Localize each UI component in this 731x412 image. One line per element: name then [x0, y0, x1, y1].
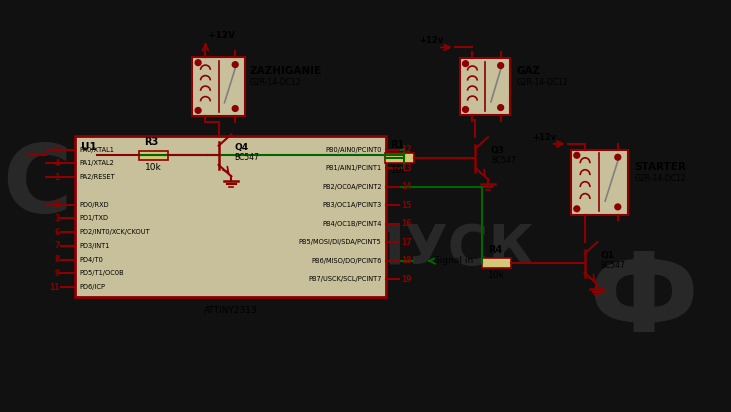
Text: BC547: BC547 — [600, 261, 625, 269]
Text: BC547: BC547 — [234, 153, 259, 162]
Circle shape — [232, 105, 238, 111]
Text: BC547: BC547 — [491, 156, 516, 164]
Text: PB4/OC1B/PCINT4: PB4/OC1B/PCINT4 — [322, 221, 382, 227]
Circle shape — [463, 61, 469, 66]
Circle shape — [574, 152, 580, 158]
Text: PB1/AIN1/PCINT1: PB1/AIN1/PCINT1 — [325, 165, 382, 171]
Text: Q1: Q1 — [600, 251, 614, 260]
Text: PD2/INT0/XCK/CKOUT: PD2/INT0/XCK/CKOUT — [79, 229, 150, 235]
Text: ATTINY2313: ATTINY2313 — [203, 306, 257, 315]
Circle shape — [615, 154, 621, 160]
Text: PA1/XTAL2: PA1/XTAL2 — [79, 160, 114, 166]
Text: PB0/AIN0/PCINT0: PB0/AIN0/PCINT0 — [325, 147, 382, 152]
Circle shape — [498, 105, 504, 110]
Text: PD5/T1/OC0B: PD5/T1/OC0B — [79, 270, 124, 276]
Text: 17: 17 — [401, 238, 412, 247]
Text: PD6/ICP: PD6/ICP — [79, 284, 105, 290]
Text: U1: U1 — [81, 142, 96, 152]
Bar — [385, 153, 414, 163]
Text: PA2/RESET: PA2/RESET — [79, 174, 115, 180]
Text: PD3/INT1: PD3/INT1 — [79, 243, 110, 249]
Text: 11: 11 — [49, 283, 59, 292]
Circle shape — [195, 60, 201, 66]
Text: 10k: 10k — [391, 166, 408, 175]
Text: R1: R1 — [390, 140, 404, 150]
Text: 13: 13 — [401, 164, 412, 173]
Circle shape — [463, 107, 469, 112]
Text: PB7/USCK/SCL/PCINT7: PB7/USCK/SCL/PCINT7 — [308, 276, 382, 283]
Text: 18: 18 — [401, 256, 412, 265]
Bar — [571, 150, 627, 215]
Text: R3: R3 — [144, 137, 159, 147]
Text: 10k: 10k — [145, 163, 162, 172]
Text: 10k: 10k — [488, 271, 505, 280]
Text: Ф: Ф — [588, 248, 698, 355]
Text: АВТОЗАПУСК: АВТОЗАПУСК — [107, 222, 535, 276]
Circle shape — [195, 108, 201, 113]
Text: G2R-14-DC12: G2R-14-DC12 — [250, 78, 301, 87]
Text: +12v: +12v — [532, 133, 556, 142]
Text: СХЕМА: СХЕМА — [2, 141, 376, 233]
Text: PB3/OC1A/PCINT3: PB3/OC1A/PCINT3 — [322, 202, 382, 208]
Text: Signal in: Signal in — [434, 256, 474, 265]
Bar — [75, 136, 385, 297]
Text: 3: 3 — [54, 214, 59, 223]
Text: STARTER: STARTER — [635, 162, 686, 172]
Text: 7: 7 — [54, 241, 59, 250]
Text: 9: 9 — [54, 269, 59, 278]
Text: 19: 19 — [401, 275, 412, 284]
Text: PA0/XTAL1: PA0/XTAL1 — [79, 147, 114, 152]
Text: Q3: Q3 — [491, 146, 505, 155]
Text: G2R-14-DC12: G2R-14-DC12 — [516, 78, 568, 87]
Text: ZAZHIGANIE: ZAZHIGANIE — [250, 66, 322, 76]
Text: +12v: +12v — [420, 37, 444, 45]
Text: PD4/T0: PD4/T0 — [79, 257, 103, 262]
Text: 15: 15 — [401, 201, 412, 210]
Text: PB5/MOSI/DI/SDA/PCINT5: PB5/MOSI/DI/SDA/PCINT5 — [299, 239, 382, 246]
Text: PD1/TXD: PD1/TXD — [79, 215, 108, 221]
Text: R4: R4 — [488, 245, 502, 255]
Text: 6: 6 — [54, 227, 59, 236]
Text: PB2/OC0A/PCINT2: PB2/OC0A/PCINT2 — [322, 184, 382, 190]
Circle shape — [498, 63, 504, 68]
Text: GAZ: GAZ — [516, 66, 540, 76]
Bar — [460, 58, 510, 115]
Text: 14: 14 — [401, 182, 412, 191]
Circle shape — [574, 206, 580, 212]
Text: 8: 8 — [54, 255, 59, 264]
Text: 16: 16 — [401, 219, 412, 228]
Bar — [139, 150, 168, 160]
Bar — [192, 57, 245, 116]
Text: 5: 5 — [54, 145, 59, 154]
Text: G2R-14-DC12: G2R-14-DC12 — [635, 174, 686, 183]
Text: PD0/RXD: PD0/RXD — [79, 201, 109, 208]
Text: 12: 12 — [401, 145, 412, 154]
Circle shape — [232, 62, 238, 68]
Text: 1: 1 — [54, 173, 59, 182]
Text: +12V: +12V — [208, 31, 235, 40]
Text: Q4: Q4 — [234, 143, 249, 152]
Bar — [482, 258, 512, 268]
Circle shape — [615, 204, 621, 210]
Text: 4: 4 — [54, 159, 59, 168]
Text: 2: 2 — [54, 200, 59, 209]
Text: PB6/MISO/DO/PCINT6: PB6/MISO/DO/PCINT6 — [311, 258, 382, 264]
